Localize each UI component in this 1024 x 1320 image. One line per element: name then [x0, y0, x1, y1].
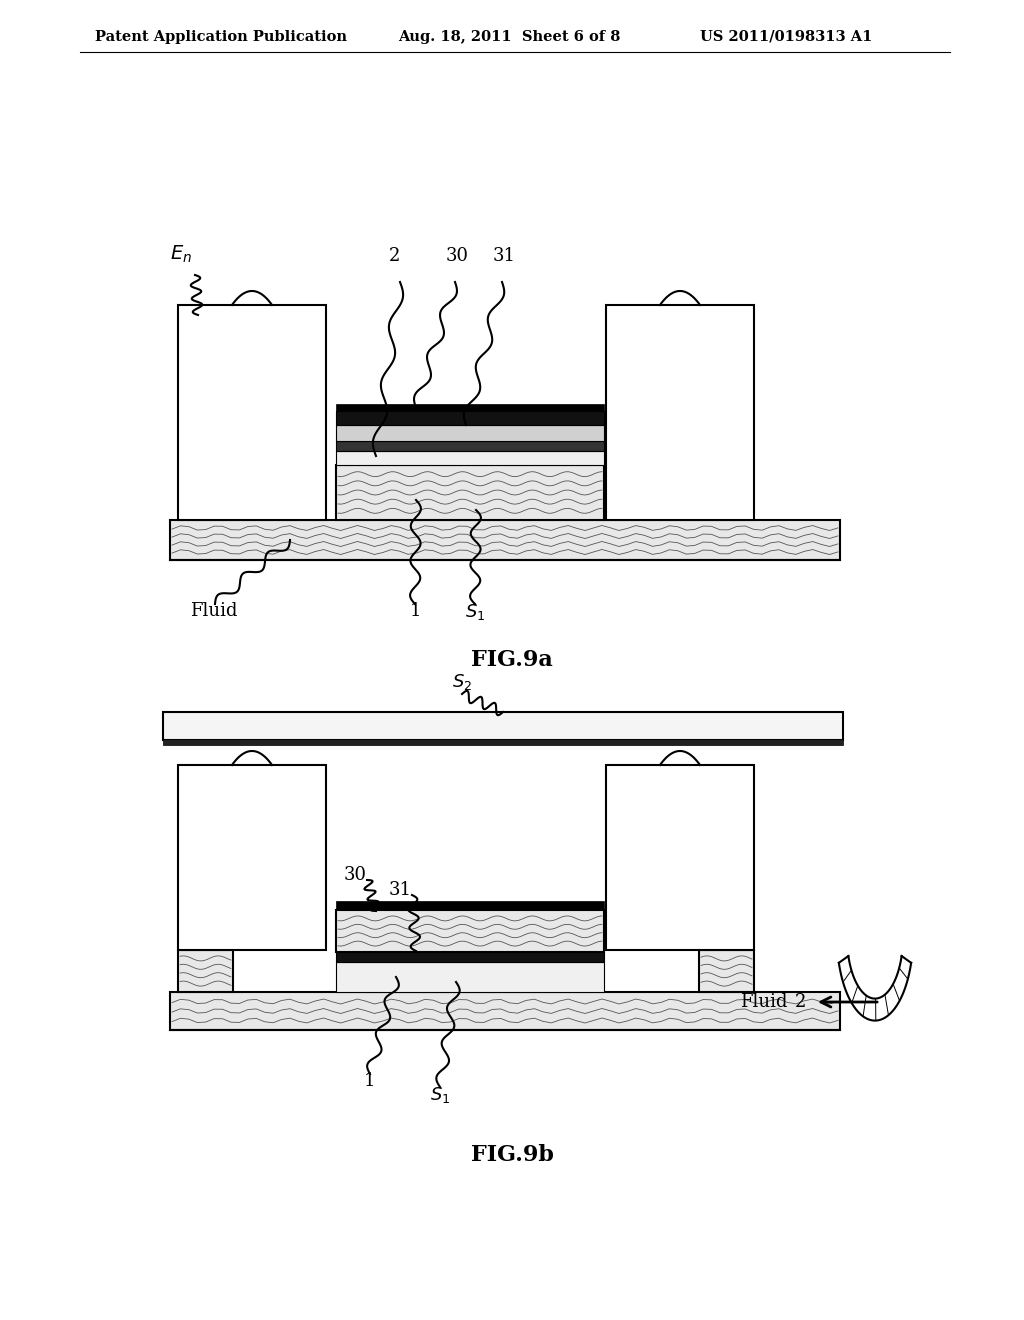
Bar [336, 425, 604, 441]
Bar [163, 711, 843, 741]
Text: US 2011/0198313 A1: US 2011/0198313 A1 [700, 30, 872, 44]
Text: $S_2$: $S_2$ [452, 672, 472, 692]
Text: Aug. 18, 2011  Sheet 6 of 8: Aug. 18, 2011 Sheet 6 of 8 [398, 30, 621, 44]
Bar [336, 404, 604, 411]
Text: 2: 2 [795, 993, 806, 1011]
Text: $S_1$: $S_1$ [465, 602, 485, 622]
Bar [336, 411, 604, 425]
Text: 1: 1 [410, 602, 421, 620]
Bar [178, 950, 233, 993]
Text: Patent Application Publication: Patent Application Publication [95, 30, 347, 44]
Bar [336, 451, 604, 465]
Text: Fluid: Fluid [740, 993, 787, 1011]
Bar [170, 520, 840, 560]
Text: 31: 31 [388, 880, 412, 899]
Bar [336, 909, 604, 952]
Text: 31: 31 [493, 247, 515, 265]
Bar [170, 993, 840, 1030]
Bar [336, 952, 604, 962]
Text: FIG.9a: FIG.9a [471, 649, 553, 671]
Text: Fluid: Fluid [190, 602, 238, 620]
Text: 30: 30 [343, 866, 367, 884]
Text: 2: 2 [389, 247, 400, 265]
Bar [699, 950, 754, 993]
Text: $S_1$: $S_1$ [430, 1085, 451, 1105]
Bar [606, 305, 754, 520]
Bar [336, 441, 604, 451]
Bar [178, 305, 326, 520]
Text: 30: 30 [445, 247, 469, 265]
Text: $E_n$: $E_n$ [170, 244, 193, 265]
Bar [163, 739, 843, 744]
Bar [178, 766, 326, 950]
Text: 1: 1 [365, 1072, 376, 1090]
Bar [336, 465, 604, 520]
Bar [336, 902, 604, 909]
Bar [606, 766, 754, 950]
Text: FIG.9b: FIG.9b [471, 1144, 553, 1166]
Bar [336, 962, 604, 993]
